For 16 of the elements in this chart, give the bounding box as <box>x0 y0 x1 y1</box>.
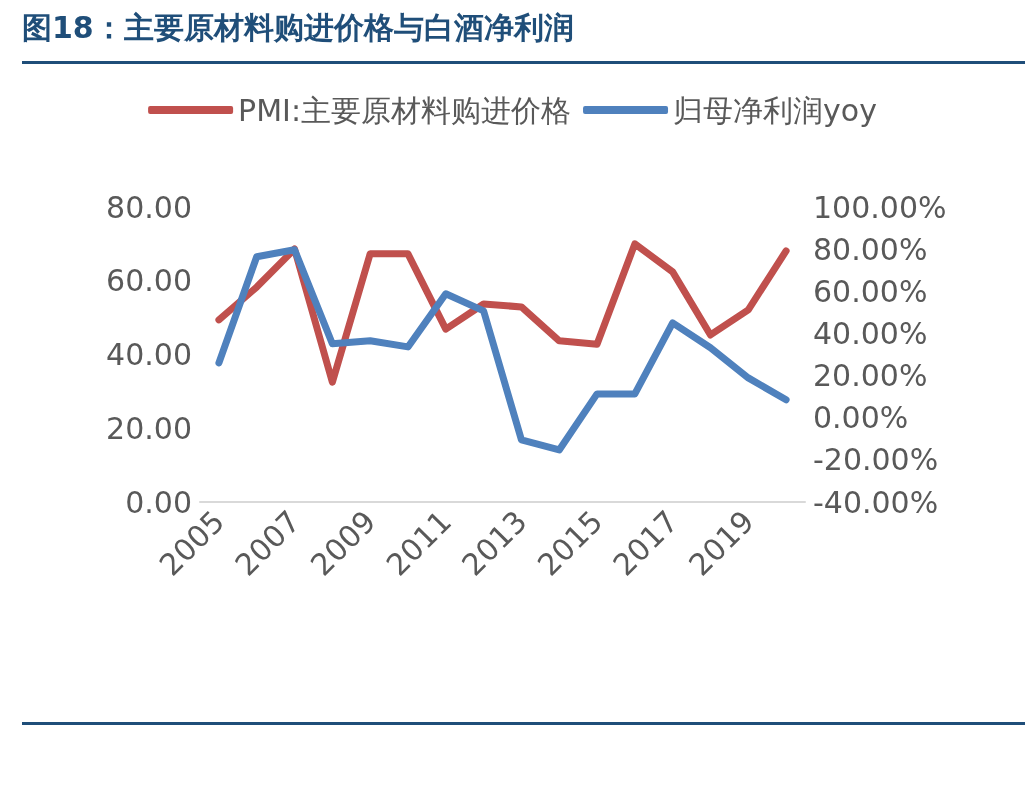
y2-tick-label: 100.00% <box>813 189 947 225</box>
y2-tick-label: -20.00% <box>813 442 939 478</box>
y2-tick-label: 0.00% <box>813 400 909 436</box>
y2-tick-label: 80.00% <box>813 231 928 267</box>
y-tick-label: 40.00 <box>106 337 192 372</box>
y2-tick-label: 40.00% <box>813 315 928 351</box>
y-tick-label: 80.00 <box>106 189 192 225</box>
y2-tick-label: 20.00% <box>813 358 928 394</box>
y-tick-label: 60.00 <box>106 263 192 299</box>
y-tick-label: 0.00 <box>125 484 192 520</box>
y-tick-label: 20.00 <box>106 410 192 446</box>
chart-title: 图18：主要原材料购进价格与白酒净利润 <box>22 8 1025 64</box>
y2-tick-label: -40.00% <box>813 484 939 520</box>
legend-label: 归母净利润yoy <box>673 92 877 128</box>
legend-label: PMI:主要原材料购进价格 <box>238 92 572 128</box>
y2-tick-label: 60.00% <box>813 273 928 309</box>
